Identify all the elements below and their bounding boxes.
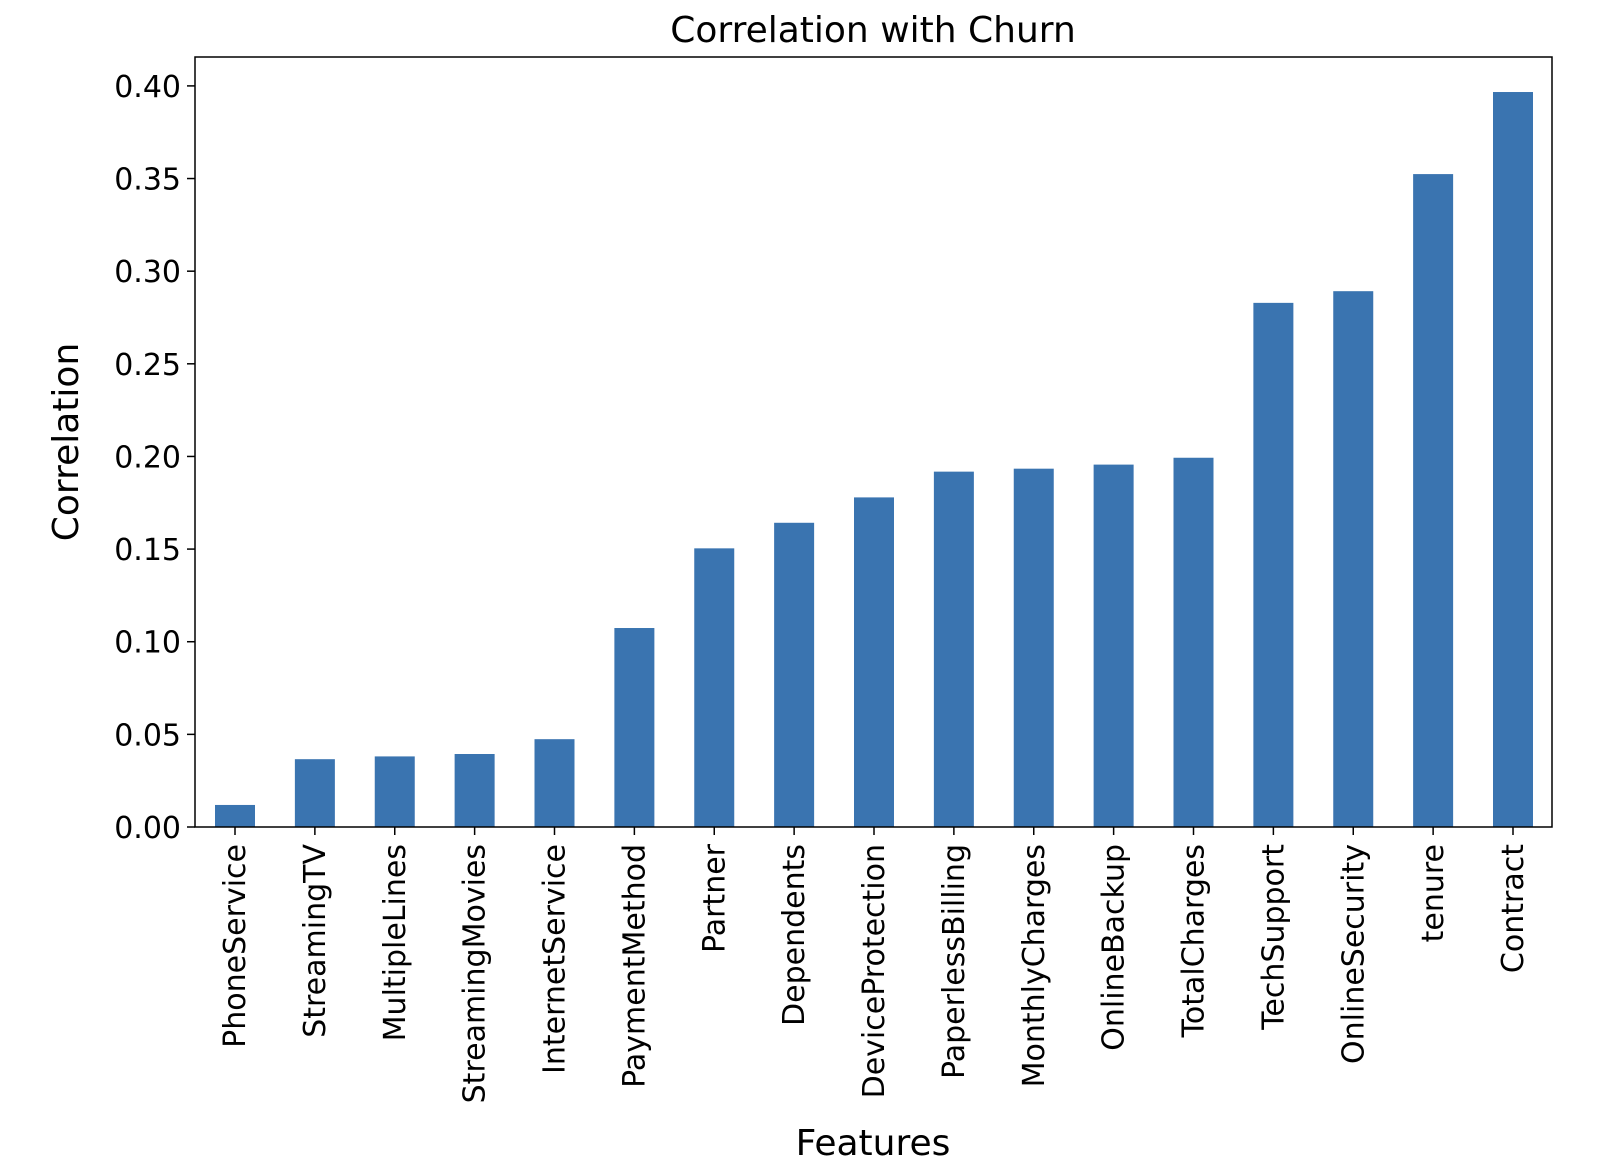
- x-axis-label: Features: [796, 1123, 951, 1164]
- y-axis: 0.00 0.05 0.10 0.15 0.20 0.25 0.30 0.35 0.40: [114, 70, 195, 846]
- plot-frame: [194, 56, 1553, 828]
- x-tick-label: TotalCharges: [1177, 844, 1212, 1038]
- x-tick-label: StreamingTV: [298, 844, 333, 1038]
- bar-OnlineSecurity: [1333, 291, 1374, 827]
- bar-Contract: [1493, 92, 1533, 827]
- bar-PhoneService: [215, 804, 255, 827]
- bar-DeviceProtection: [854, 497, 894, 827]
- y-tick-label: 0.10: [114, 626, 181, 661]
- y-tick-label: 0.40: [114, 70, 181, 105]
- bar-TotalCharges: [1173, 457, 1214, 827]
- x-tick-label: Dependents: [777, 844, 812, 1026]
- bar-MonthlyCharges: [1013, 468, 1054, 827]
- bar-OnlineBackup: [1093, 464, 1134, 827]
- x-axis: PhoneService StreamingTV MultipleLines Stre…: [218, 827, 1531, 1103]
- bar-InternetService: [534, 739, 575, 827]
- x-tick-label: Contract: [1496, 844, 1531, 973]
- y-tick-label: 0.05: [114, 718, 181, 753]
- x-tick-label: Partner: [697, 843, 732, 953]
- x-tick-label: PaymentMethod: [617, 844, 652, 1088]
- x-tick-label: OnlineSecurity: [1336, 844, 1371, 1064]
- bar-StreamingTV: [294, 759, 335, 827]
- x-tick-label: InternetService: [538, 844, 573, 1074]
- bar-PaymentMethod: [614, 628, 655, 827]
- x-tick-label: OnlineBackup: [1097, 844, 1132, 1051]
- bar-tenure: [1413, 174, 1454, 827]
- bars-group: [215, 92, 1533, 827]
- y-tick-label: 0.15: [114, 533, 181, 568]
- chart-title: Correlation with Churn: [670, 10, 1076, 51]
- x-tick-label: tenure: [1416, 844, 1451, 942]
- bar-MultipleLines: [374, 756, 415, 827]
- y-axis-label: Correlation: [46, 343, 87, 542]
- y-tick-label: 0.30: [114, 255, 181, 290]
- x-tick-label: PaperlessBilling: [937, 844, 972, 1079]
- x-tick-label: MonthlyCharges: [1017, 844, 1052, 1087]
- bar-PaperlessBilling: [933, 471, 974, 827]
- y-tick-label: 0.35: [114, 163, 181, 198]
- x-tick-label: StreamingMovies: [458, 844, 493, 1103]
- x-tick-label: TechSupport: [1256, 844, 1291, 1031]
- bar-Dependents: [774, 522, 815, 827]
- bar-StreamingMovies: [454, 754, 495, 827]
- y-tick-label: 0.00: [114, 811, 181, 846]
- y-tick-label: 0.20: [114, 440, 181, 475]
- bar-TechSupport: [1253, 302, 1294, 827]
- x-tick-label: PhoneService: [218, 844, 253, 1048]
- x-tick-label: MultipleLines: [378, 844, 413, 1041]
- bar-Partner: [694, 548, 735, 827]
- x-tick-label: DeviceProtection: [857, 844, 892, 1098]
- y-tick-label: 0.25: [114, 348, 181, 383]
